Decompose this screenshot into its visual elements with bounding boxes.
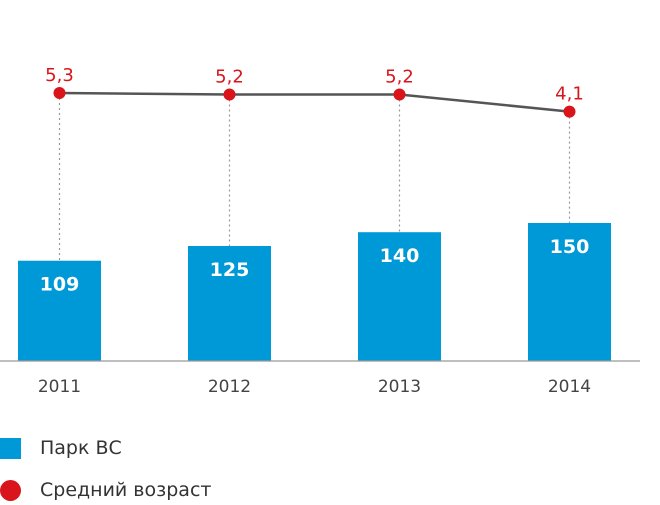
bar-2014 (528, 223, 611, 361)
average-age-value-label: 5,2 (215, 67, 244, 88)
average-age-value-label: 4,1 (555, 84, 584, 105)
legend-square-icon (0, 438, 21, 459)
bar-value-label: 150 (550, 236, 590, 258)
average-age-point (53, 87, 66, 99)
average-age-point (393, 88, 406, 101)
average-age-point (563, 105, 576, 118)
average-age-point (223, 88, 236, 101)
bar-value-label: 140 (380, 245, 420, 267)
legend-circle-icon (0, 480, 21, 501)
bar-value-label: 125 (210, 259, 250, 281)
bar-2011 (18, 260, 101, 361)
legend-label-fleet: Парк ВС (40, 437, 122, 459)
legend-label-average-age: Средний возраст (40, 479, 212, 501)
bar-2013 (358, 232, 441, 361)
x-tick-label: 2011 (38, 377, 81, 397)
x-tick-label: 2013 (378, 377, 421, 397)
average-age-value-label: 5,3 (45, 65, 74, 86)
bar-value-label: 109 (40, 274, 80, 296)
combo-chart: 109 2011 125 2012 140 2013 150 2014 5,3 5,2 5,2 4,1 (0, 65, 640, 397)
x-tick-label: 2014 (548, 377, 591, 397)
average-age-value-label: 5,2 (385, 67, 414, 88)
bar-2012 (188, 246, 271, 361)
average-age-line (59, 91, 570, 113)
x-tick-label: 2012 (208, 377, 251, 397)
